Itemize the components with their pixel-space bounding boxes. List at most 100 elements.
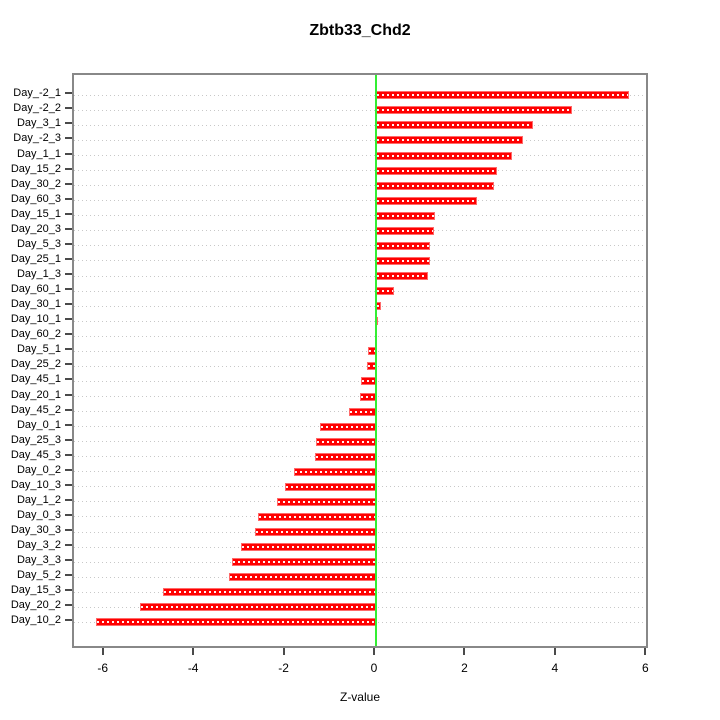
- x-axis-title: Z-value: [339, 690, 380, 704]
- row-gridline: [74, 215, 646, 217]
- y-tick-label: Day_30_3: [10, 524, 61, 537]
- y-axis-tick: [65, 107, 72, 110]
- y-tick-label: Day_10_2: [10, 614, 61, 627]
- bar: [376, 166, 498, 175]
- x-tick-label: 2: [461, 661, 468, 675]
- y-tick-label: Day_25_3: [10, 433, 61, 446]
- x-axis-tick: [553, 648, 556, 655]
- bar: [360, 392, 376, 401]
- bar: [96, 618, 376, 627]
- bar: [320, 422, 376, 431]
- plot-area: [72, 73, 648, 648]
- y-tick-label: Day_20_2: [10, 599, 61, 612]
- bar-dash-pattern: [278, 500, 375, 503]
- bar: [376, 196, 477, 205]
- y-axis-tick: [65, 604, 72, 607]
- y-tick-label: Day_-2_2: [13, 102, 61, 115]
- row-gridline: [74, 230, 646, 232]
- bar: [376, 287, 395, 296]
- row-gridline: [74, 170, 646, 172]
- y-tick-label: Day_0_2: [16, 463, 61, 476]
- x-axis-tick: [373, 648, 376, 655]
- bar: [293, 467, 376, 476]
- bar-dash-pattern: [368, 350, 375, 353]
- y-tick-label: Day_45_3: [10, 448, 61, 461]
- row-gridline: [74, 124, 646, 126]
- x-tick-label: -4: [187, 661, 199, 675]
- bar: [376, 241, 431, 250]
- y-tick-label: Day_0_1: [16, 418, 61, 431]
- bar: [376, 211, 436, 220]
- bar-dash-pattern: [286, 485, 375, 488]
- y-axis-tick: [65, 137, 72, 140]
- y-axis-tick: [65, 619, 72, 622]
- x-axis-tick: [644, 648, 647, 655]
- y-axis-tick: [65, 423, 72, 426]
- bar: [140, 603, 376, 612]
- y-axis-tick: [65, 122, 72, 125]
- bar-dash-pattern: [349, 410, 375, 413]
- y-axis-tick: [65, 197, 72, 200]
- bar-dash-pattern: [362, 380, 375, 383]
- row-gridline: [74, 365, 646, 367]
- y-tick-label: Day_-2_3: [13, 132, 61, 145]
- y-tick-label: Day_1_3: [16, 268, 61, 281]
- x-axis-tick: [282, 648, 285, 655]
- bar-dash-pattern: [377, 214, 435, 217]
- bar: [376, 181, 495, 190]
- bar: [240, 543, 376, 552]
- row-gridline: [74, 139, 646, 141]
- y-tick-label: Day_1_1: [16, 147, 61, 160]
- bar-dash-pattern: [259, 515, 375, 518]
- y-axis-tick: [65, 483, 72, 486]
- x-axis-tick: [101, 648, 104, 655]
- bar-dash-pattern: [377, 184, 494, 187]
- y-axis-tick: [65, 363, 72, 366]
- row-gridline: [74, 94, 646, 96]
- row-gridline: [74, 185, 646, 187]
- y-axis-tick: [65, 333, 72, 336]
- row-gridline: [74, 109, 646, 111]
- y-axis-tick: [65, 378, 72, 381]
- bar: [314, 452, 376, 461]
- bar: [361, 377, 376, 386]
- bar: [315, 437, 376, 446]
- x-tick-label: 4: [551, 661, 559, 675]
- y-axis-tick: [65, 589, 72, 592]
- x-axis-tick: [463, 648, 466, 655]
- bar-dash-pattern: [377, 244, 430, 247]
- bar-dash-pattern: [377, 154, 512, 157]
- y-tick-label: Day_-2_1: [13, 87, 61, 100]
- row-gridline: [74, 260, 646, 262]
- bar-dash-pattern: [377, 109, 572, 112]
- bar-dash-pattern: [377, 275, 427, 278]
- row-gridline: [74, 396, 646, 397]
- x-tick-label: 0: [370, 661, 378, 675]
- y-axis-tick: [65, 303, 72, 306]
- y-tick-label: Day_15_1: [10, 207, 61, 220]
- y-axis-tick: [65, 559, 72, 562]
- row-gridline: [74, 305, 646, 307]
- y-tick-label: Day_30_1: [10, 298, 61, 311]
- bar: [228, 573, 376, 582]
- bar: [376, 256, 430, 265]
- y-axis-tick: [65, 529, 72, 532]
- bar-dash-pattern: [377, 259, 429, 262]
- y-axis-tick: [65, 227, 72, 230]
- bar-dash-pattern: [377, 305, 380, 308]
- y-axis-tick: [65, 393, 72, 396]
- bar: [258, 512, 376, 521]
- x-tick-label: 6: [641, 661, 649, 675]
- y-axis-tick: [65, 182, 72, 185]
- y-tick-label: Day_3_3: [16, 554, 61, 567]
- bar-dash-pattern: [315, 455, 375, 458]
- y-tick-label: Day_5_2: [16, 569, 61, 582]
- bar: [376, 272, 428, 281]
- x-axis-tick: [192, 648, 195, 655]
- bar-dash-pattern: [377, 199, 476, 202]
- y-tick-label: Day_5_3: [16, 237, 61, 250]
- y-axis-tick: [65, 273, 72, 276]
- y-tick-label: Day_60_2: [10, 328, 61, 341]
- y-tick-label: Day_25_1: [10, 252, 61, 265]
- x-tick-label: -6: [97, 661, 109, 675]
